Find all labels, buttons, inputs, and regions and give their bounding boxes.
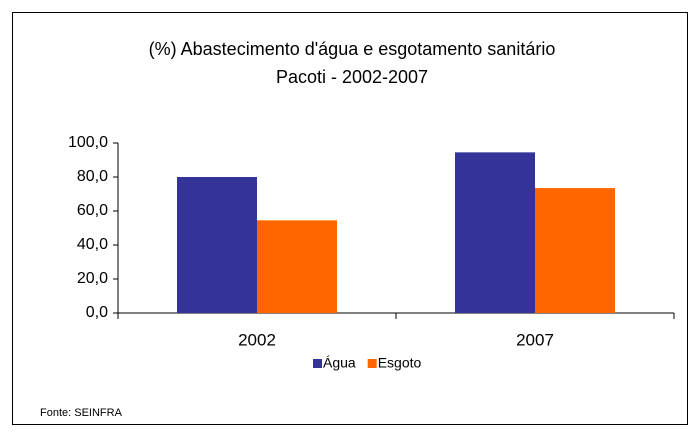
y-tick-label: 80,0 <box>77 168 108 185</box>
x-tick-label: 2007 <box>516 330 554 349</box>
bar <box>257 220 337 313</box>
bar <box>535 188 615 313</box>
chart-title: (%) Abastecimento d'água e esgotamento s… <box>149 39 556 59</box>
bar <box>455 152 535 313</box>
y-tick-label: 100,0 <box>68 134 108 151</box>
y-tick-label: 40,0 <box>77 236 108 253</box>
legend-swatch <box>367 359 377 368</box>
x-tick-label: 2002 <box>238 330 276 349</box>
y-tick-label: 60,0 <box>77 202 108 219</box>
bar <box>177 177 257 313</box>
legend-label: Água <box>323 355 356 371</box>
y-tick-label: 0,0 <box>86 304 108 321</box>
source-note: Fonte: SEINFRA <box>40 407 123 419</box>
legend-swatch <box>313 359 322 368</box>
y-tick-label: 20,0 <box>77 270 108 287</box>
legend-label: Esgoto <box>378 355 422 371</box>
chart-subtitle: Pacoti - 2002-2007 <box>276 67 428 87</box>
